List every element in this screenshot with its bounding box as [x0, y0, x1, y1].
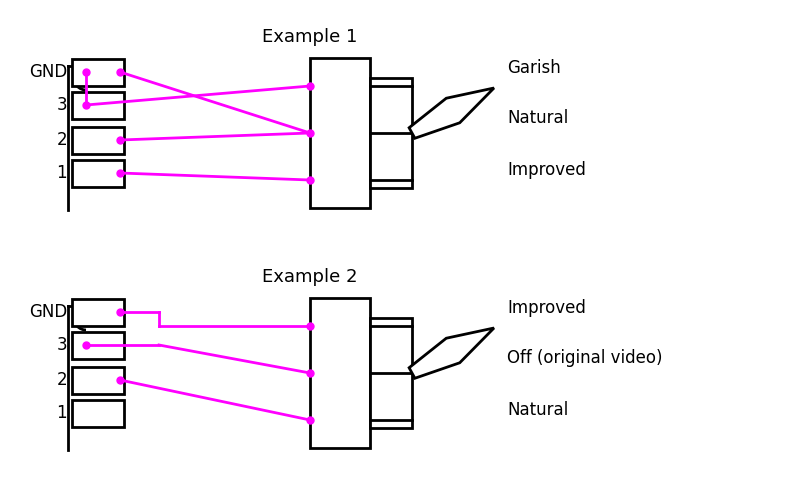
Bar: [72, 159, 124, 187]
Text: GND: GND: [29, 63, 67, 81]
Bar: [310, 298, 370, 448]
Text: Natural: Natural: [507, 109, 568, 127]
Bar: [72, 367, 124, 394]
Text: Example 1: Example 1: [263, 28, 358, 46]
Text: Garish: Garish: [507, 59, 560, 77]
Bar: [72, 59, 124, 85]
Text: Improved: Improved: [507, 161, 586, 179]
Bar: [72, 127, 124, 154]
Text: 1: 1: [57, 164, 67, 182]
Bar: [310, 58, 370, 208]
Text: 3: 3: [57, 336, 67, 354]
Text: Natural: Natural: [507, 401, 568, 419]
Bar: [370, 318, 412, 428]
Bar: [370, 78, 412, 188]
Bar: [72, 332, 124, 359]
Bar: [72, 299, 124, 325]
Bar: [72, 399, 124, 427]
Bar: [72, 92, 124, 119]
Text: GND: GND: [29, 303, 67, 321]
Text: Improved: Improved: [507, 299, 586, 317]
Polygon shape: [410, 328, 494, 378]
Text: Example 2: Example 2: [263, 268, 358, 286]
Text: 1: 1: [57, 404, 67, 422]
Text: 2: 2: [57, 131, 67, 149]
Text: 3: 3: [57, 96, 67, 114]
Text: 2: 2: [57, 371, 67, 389]
Text: Off (original video): Off (original video): [507, 349, 663, 367]
Polygon shape: [410, 88, 494, 138]
